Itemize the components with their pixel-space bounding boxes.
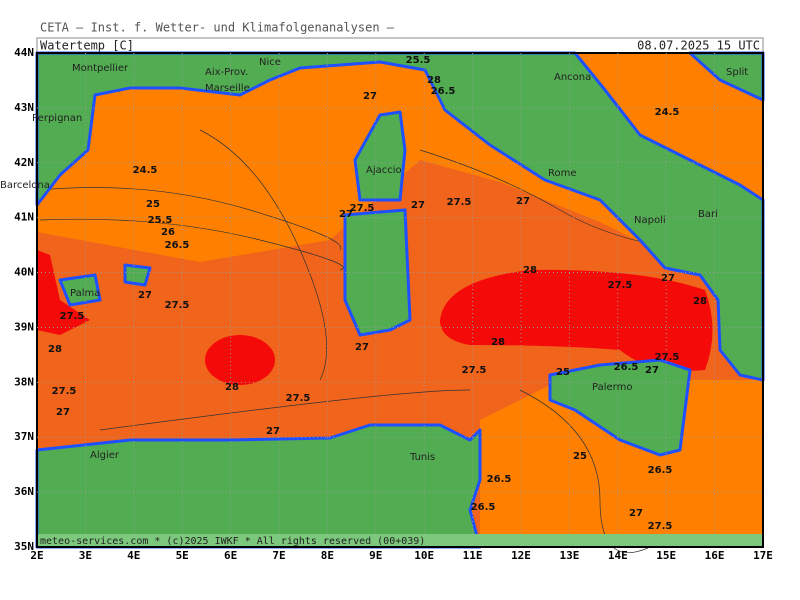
contour-label: 27.5 [286,393,311,404]
latitude-label: 43N [14,101,34,114]
contour-label: 26.5 [648,465,673,476]
longitude-label: 5E [176,549,189,562]
latitude-label: 37N [14,430,34,443]
contour-label: 27.5 [165,300,190,311]
place-label: Palma [70,288,100,299]
contour-label: 27 [355,342,369,353]
contour-label: 27 [661,273,675,284]
contour-label: 27.5 [52,386,77,397]
place-label: Palermo [592,382,632,393]
place-label: Marseille [205,83,250,94]
contour-label: 28 [693,296,707,307]
isotherms [39,129,701,553]
organisation: CETA — Inst. f. Wetter- und Klimafolgena… [40,21,395,35]
contour-label: 27.5 [462,365,487,376]
map: meteo-services.com * (c)2025 IWKF * All … [35,51,765,553]
latitude-label: 41N [14,211,34,224]
contour-label: 26.5 [471,502,496,513]
place-label: Napoli [634,215,666,226]
longitude-label: 12E [511,549,531,562]
longitude-label: 16E [705,549,725,562]
longitude-label: 2E [30,549,43,562]
contour-label: 28 [427,75,441,86]
contour-label: 27 [411,200,425,211]
contour-label: 26.5 [431,86,456,97]
contour-label: 25 [146,199,160,210]
contour-label: 27 [629,508,643,519]
longitude-label: 3E [79,549,92,562]
latitude-label: 40N [14,266,34,279]
contour-label: 27.5 [648,521,673,532]
contour-label: 27.5 [60,311,85,322]
place-label: Tunis [409,452,435,463]
longitude-label: 9E [369,549,382,562]
place-label: Montpellier [72,63,129,74]
place-label: Rome [548,168,577,179]
latitude-label: 39N [14,320,34,333]
longitude-label: 8E [321,549,334,562]
longitude-label: 15E [656,549,676,562]
contour-label: 26.5 [165,240,190,251]
contour-label: 24.5 [133,165,158,176]
contour-label: 24.5 [655,107,680,118]
contour-label: 28 [491,337,505,348]
latitude-label: 36N [14,485,34,498]
contour-label: 25 [573,451,587,462]
place-label: Perpignan [32,113,82,124]
contour-label: 27 [339,209,353,220]
contour-label: 27 [138,290,152,301]
warm-sea [37,250,90,335]
contour-label: 27 [266,426,280,437]
longitude-label: 13E [559,549,579,562]
place-label: Nice [259,57,281,68]
land [35,51,765,549]
contour-label: 27.5 [447,197,472,208]
frame [36,52,764,548]
latitude-label: 44N [14,46,34,59]
longitude-label: 11E [463,549,483,562]
footer: meteo-services.com * (c)2025 IWKF * All … [40,536,425,547]
contour-label: 27 [516,196,530,207]
place-label: Ancona [554,72,591,83]
contour-label: 27.5 [655,352,680,363]
contour-label: 28 [523,265,537,276]
latitude-label: 35N [14,540,34,553]
cool-sea [480,380,763,547]
contour-label: 25.5 [406,55,431,66]
place-label: Ajaccio [366,165,402,176]
footer-band [37,534,763,547]
place-label: Barcelona [0,180,50,191]
contour-label: 25.5 [148,215,173,226]
warm-sea [440,269,713,371]
place-label: Split [726,67,748,78]
contour-label: 26.5 [614,362,639,373]
variable: Watertemp [C] [40,39,134,53]
longitude-label: 14E [608,549,628,562]
contour-label: 26 [161,227,175,238]
longitude-label: 10E [414,549,434,562]
contour-label: 27.5 [608,280,633,291]
contour-label: 26.5 [487,474,512,485]
contour-label: 27 [56,407,70,418]
contour-label: 28 [48,344,62,355]
contour-label: 25 [556,367,570,378]
contour-label: 27.5 [350,203,375,214]
date: 08.07.2025 15 UTC [637,39,760,53]
place-label: Aix-Prov. [205,67,248,78]
longitude-label: 17E [753,549,773,562]
longitude-label: 6E [224,549,237,562]
warm-sea [205,335,275,385]
place-label: Bari [698,209,718,220]
contour-label: 27 [363,91,377,102]
latitude-label: 38N [14,375,34,388]
place-label: Algier [90,450,120,461]
contour-label: 27 [645,365,659,376]
longitude-label: 7E [272,549,285,562]
latitude-label: 42N [14,156,34,169]
longitude-label: 4E [127,549,140,562]
contour-label: 28 [225,382,239,393]
